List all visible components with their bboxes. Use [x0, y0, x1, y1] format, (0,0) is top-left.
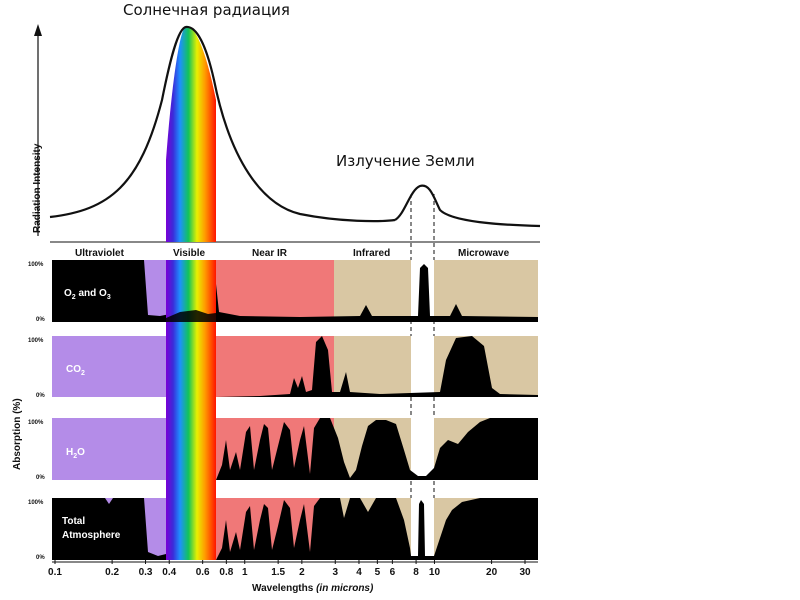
x-tick-label: 0.6 — [196, 567, 210, 578]
x-tick-label: 10 — [429, 567, 441, 578]
h2o-0-label: 0% — [36, 475, 45, 481]
earth-radiation-title: Излучение Земли — [336, 152, 475, 170]
band-ultraviolet: Ultraviolet — [75, 248, 125, 259]
co2-0-label: 0% — [36, 393, 45, 399]
x-tick-label: 8 — [413, 567, 419, 578]
o2o3-0-label: 0% — [36, 317, 45, 323]
solar-radiation-title: Солнечная радиация — [123, 1, 290, 19]
solar-radiation-curve — [49, 25, 396, 223]
band-infrared: Infrared — [353, 248, 390, 259]
band-microwave: Microwave — [458, 248, 510, 259]
band-near-ir: Near IR — [252, 248, 288, 259]
absorption-axis-label: Absorption (%) — [12, 398, 23, 470]
x-tick-label: 1 — [242, 567, 248, 578]
panel-total-atmosphere: 100% 0% Total Atmosphere — [28, 498, 538, 561]
x-tick-label: 0.4 — [162, 567, 176, 578]
x-tick-label: 0.1 — [48, 567, 62, 578]
x-tick-label: 0.8 — [219, 567, 233, 578]
x-tick-label: 3 — [332, 567, 338, 578]
o2o3-absorption-area — [52, 260, 538, 322]
o2o3-100-label: 100% — [28, 262, 44, 268]
x-tick-label: 1.5 — [271, 567, 285, 578]
total-absorption-area-ir — [216, 498, 538, 560]
x-tick-label: 30 — [519, 567, 531, 578]
total-gas-label-line1: Total — [62, 516, 85, 527]
x-axis-label: Wavelengths (in microns) — [252, 583, 374, 594]
band-labels: Ultraviolet Visible Near IR Infrared Mic… — [75, 248, 510, 259]
co2-absorption-area — [52, 336, 538, 397]
earth-radiation-curve — [394, 184, 541, 228]
arrow-up-icon — [34, 24, 42, 36]
x-tick-label: 0.2 — [105, 567, 119, 578]
band-visible: Visible — [173, 248, 205, 259]
h2o-100-label: 100% — [28, 420, 44, 426]
x-tick-label: 2 — [299, 567, 305, 578]
total-100-label: 100% — [28, 500, 44, 506]
visible-rainbow-strip — [166, 260, 216, 560]
x-tick-label: 6 — [390, 567, 396, 578]
h2o-absorption-area — [52, 418, 538, 480]
co2-gas-label: CO2 — [66, 364, 85, 377]
o2o3-gas-label: O2 and O3 — [64, 288, 111, 301]
x-tick-label: 20 — [486, 567, 498, 578]
panel-o2-o3: 100% 0% O2 and O3 — [28, 260, 538, 323]
co2-100-label: 100% — [28, 338, 44, 344]
total-absorption-area — [52, 498, 166, 560]
intensity-axis-label: Radiation Intensity — [32, 143, 43, 233]
x-tick-label: 5 — [375, 567, 381, 578]
total-0-label: 0% — [36, 555, 45, 561]
panel-h2o: 100% 0% H2O — [28, 418, 538, 481]
h2o-gas-label: H2O — [66, 447, 85, 460]
total-gas-label-line2: Atmosphere — [62, 530, 121, 541]
x-tick-label: 4 — [356, 567, 362, 578]
x-tick-label: 0.3 — [139, 567, 153, 578]
panel-co2: 100% 0% CO2 — [28, 336, 538, 399]
x-axis: 0.1 0.2 0.3 0.4 0.6 0.8 1 1.5 2 3 4 5 6 8 10 20 30 Wavel… — [48, 560, 538, 594]
